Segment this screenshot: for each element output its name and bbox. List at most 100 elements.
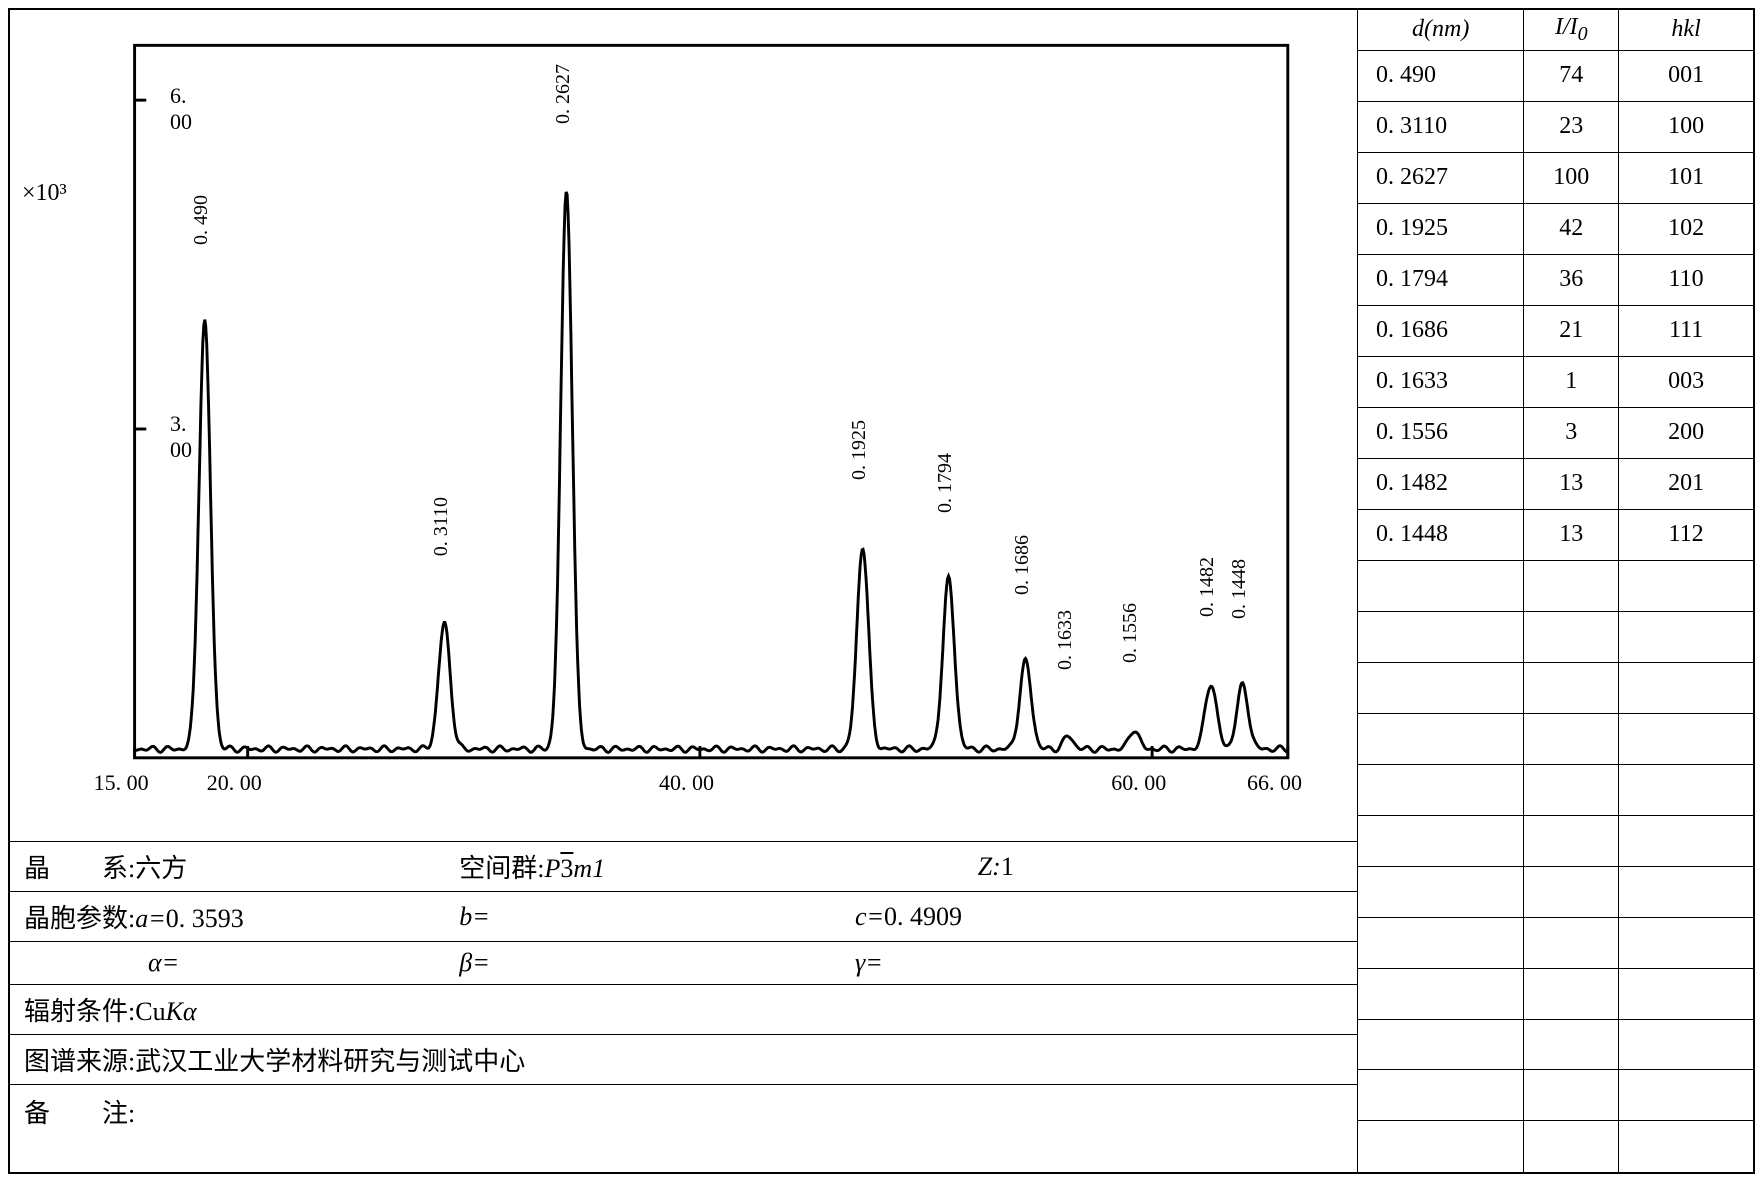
peak-label: 0. 1633 bbox=[1054, 610, 1077, 670]
cell-d: 0. 1794 bbox=[1358, 254, 1524, 305]
table-row-empty bbox=[1358, 1019, 1753, 1070]
cell-empty bbox=[1619, 1121, 1753, 1172]
table-row-empty bbox=[1358, 815, 1753, 866]
row-cell-params-abc: 晶胞参数:a=0. 3593 b= c=0. 4909 bbox=[10, 891, 1357, 941]
cell-empty bbox=[1358, 1070, 1524, 1121]
label-gamma: γ= bbox=[855, 948, 883, 977]
peak-label: 0. 1482 bbox=[1196, 557, 1219, 617]
row-crystal-system: 晶 系:六方 空间群:P3m1 Z:1 bbox=[10, 842, 1357, 891]
cell-empty bbox=[1358, 1121, 1524, 1172]
peak-label: 0. 1556 bbox=[1119, 603, 1142, 663]
cell-ii0: 1 bbox=[1524, 356, 1619, 407]
cell-ii0: 36 bbox=[1524, 254, 1619, 305]
row-cell-params-angles: α= β= γ= bbox=[10, 941, 1357, 984]
cell-ii0: 13 bbox=[1524, 509, 1619, 560]
xrd-svg bbox=[120, 38, 1317, 831]
cell-hkl: 200 bbox=[1619, 407, 1753, 458]
cell-d: 0. 1633 bbox=[1358, 356, 1524, 407]
cell-ii0: 100 bbox=[1524, 152, 1619, 203]
peak-label: 0. 1448 bbox=[1228, 559, 1251, 619]
value-a: 0. 3593 bbox=[166, 904, 244, 933]
table-row-empty bbox=[1358, 713, 1753, 764]
label-a: a= bbox=[135, 904, 166, 933]
cell-hkl: 111 bbox=[1619, 305, 1753, 356]
cell-empty bbox=[1358, 815, 1524, 866]
value-space-group-suffix: m1 bbox=[573, 854, 605, 883]
label-radiation: 辐射条件: bbox=[24, 997, 135, 1026]
cell-empty bbox=[1524, 866, 1619, 917]
x-tick-label: 20. 00 bbox=[207, 770, 262, 796]
cell-empty bbox=[1619, 1019, 1753, 1070]
label-alpha: α= bbox=[148, 948, 179, 977]
label-z: Z: bbox=[978, 852, 1001, 881]
cell-empty bbox=[1524, 1070, 1619, 1121]
cell-empty bbox=[1358, 1019, 1524, 1070]
cell-ii0: 21 bbox=[1524, 305, 1619, 356]
table-row-empty bbox=[1358, 866, 1753, 917]
cell-ii0: 3 bbox=[1524, 407, 1619, 458]
cell-empty bbox=[1619, 764, 1753, 815]
table-row: 0. 2627100101 bbox=[1358, 152, 1753, 203]
cell-empty bbox=[1358, 611, 1524, 662]
cell-empty bbox=[1619, 662, 1753, 713]
row-radiation: 辐射条件:CuKα bbox=[10, 984, 1357, 1034]
value-radiation-k: K bbox=[166, 997, 183, 1026]
cell-empty bbox=[1524, 815, 1619, 866]
cell-empty bbox=[1524, 662, 1619, 713]
xrd-card-frame: ×10³ 3. 006. 0015. 0020. 0040. 0060. 006… bbox=[8, 8, 1755, 1174]
x-tick-label: 60. 00 bbox=[1111, 770, 1166, 796]
cell-hkl: 100 bbox=[1619, 101, 1753, 152]
value-z: 1 bbox=[1001, 852, 1014, 881]
table-row-empty bbox=[1358, 1121, 1753, 1172]
cell-empty bbox=[1619, 1070, 1753, 1121]
cell-d: 0. 2627 bbox=[1358, 152, 1524, 203]
value-radiation-alpha: α bbox=[183, 997, 197, 1026]
th-ii0: I/I0 bbox=[1524, 10, 1619, 50]
cell-ii0: 23 bbox=[1524, 101, 1619, 152]
info-rows: 晶 系:六方 空间群:P3m1 Z:1 晶胞参数:a=0. 3593 b= c=… bbox=[10, 841, 1357, 1180]
cell-empty bbox=[1358, 917, 1524, 968]
peak-label: 0. 2627 bbox=[552, 64, 575, 124]
value-source: 武汉工业大学材料研究与测试中心 bbox=[135, 1047, 525, 1076]
value-space-group-prefix: P bbox=[545, 854, 561, 883]
peak-data-table: d(nm) I/I0 hkl 0. 490740010. 3110231000.… bbox=[1358, 10, 1753, 1172]
table-row-empty bbox=[1358, 1070, 1753, 1121]
cell-ii0: 74 bbox=[1524, 50, 1619, 101]
table-row: 0. 16331003 bbox=[1358, 356, 1753, 407]
table-row-empty bbox=[1358, 764, 1753, 815]
label-crystal-system: 晶 系: bbox=[24, 854, 135, 883]
value-radiation-prefix: Cu bbox=[135, 997, 165, 1026]
cell-d: 0. 3110 bbox=[1358, 101, 1524, 152]
chart-canvas: 3. 006. 0015. 0020. 0040. 0060. 0066. 00… bbox=[120, 38, 1317, 831]
cell-hkl: 102 bbox=[1619, 203, 1753, 254]
cell-empty bbox=[1619, 917, 1753, 968]
label-cell-params: 晶胞参数: bbox=[24, 904, 135, 933]
label-source: 图谱来源: bbox=[24, 1047, 135, 1076]
cell-empty bbox=[1358, 866, 1524, 917]
value-space-group-overline: 3 bbox=[560, 854, 573, 883]
table-row-empty bbox=[1358, 611, 1753, 662]
cell-empty bbox=[1524, 1121, 1619, 1172]
cell-ii0: 13 bbox=[1524, 458, 1619, 509]
label-notes: 备 注: bbox=[24, 1099, 135, 1128]
cell-empty bbox=[1524, 917, 1619, 968]
table-row-empty bbox=[1358, 560, 1753, 611]
cell-empty bbox=[1524, 713, 1619, 764]
cell-hkl: 112 bbox=[1619, 509, 1753, 560]
cell-d: 0. 490 bbox=[1358, 50, 1524, 101]
cell-d: 0. 1925 bbox=[1358, 203, 1524, 254]
cell-empty bbox=[1358, 560, 1524, 611]
cell-empty bbox=[1524, 1019, 1619, 1070]
th-hkl: hkl bbox=[1619, 10, 1753, 50]
peak-label: 0. 1686 bbox=[1011, 535, 1034, 595]
x-tick-label: 40. 00 bbox=[659, 770, 714, 796]
x-tick-label: 66. 00 bbox=[1247, 770, 1302, 796]
cell-empty bbox=[1619, 815, 1753, 866]
row-notes: 备 注: bbox=[10, 1084, 1357, 1180]
peak-label: 0. 490 bbox=[190, 195, 213, 245]
cell-empty bbox=[1358, 713, 1524, 764]
peak-label: 0. 3110 bbox=[430, 497, 453, 556]
cell-empty bbox=[1358, 764, 1524, 815]
cell-d: 0. 1448 bbox=[1358, 509, 1524, 560]
th-d: d(nm) bbox=[1358, 10, 1524, 50]
